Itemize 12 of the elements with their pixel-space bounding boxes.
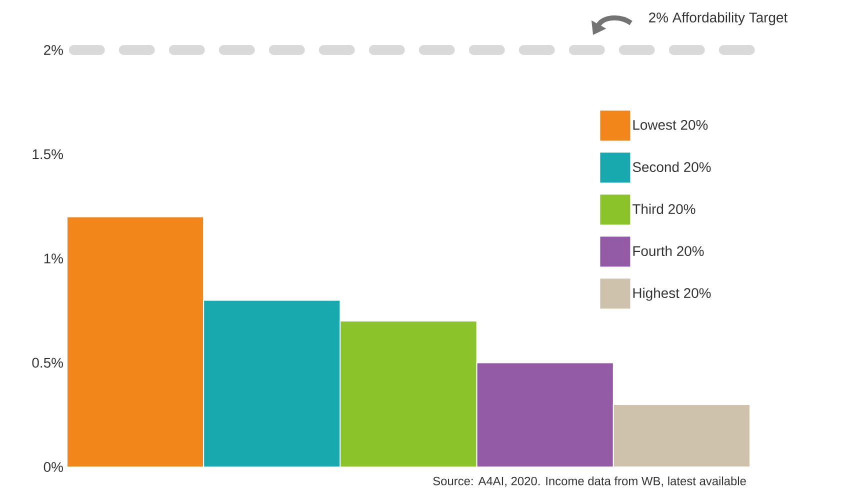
y-tick-label: 0.5% [32,358,63,368]
y-tick-label: 2% [44,45,63,55]
legend-label: Fourth 20% [633,246,704,256]
ref-line-label: 2% Affordability Target [649,12,788,26]
y-tick-label: 0% [44,462,63,472]
source-note: Source: A4AI, 2020. Income data from WB, latest available [433,476,746,487]
legend-label: Lowest 20% [633,120,708,130]
y-tick-label: 1% [44,254,63,264]
legend-label: Third 20% [632,204,696,214]
legend-label: Second 20% [632,162,711,172]
legend-label: Highest 20% [633,288,711,301]
y-tick-label: 1.5% [32,149,63,160]
